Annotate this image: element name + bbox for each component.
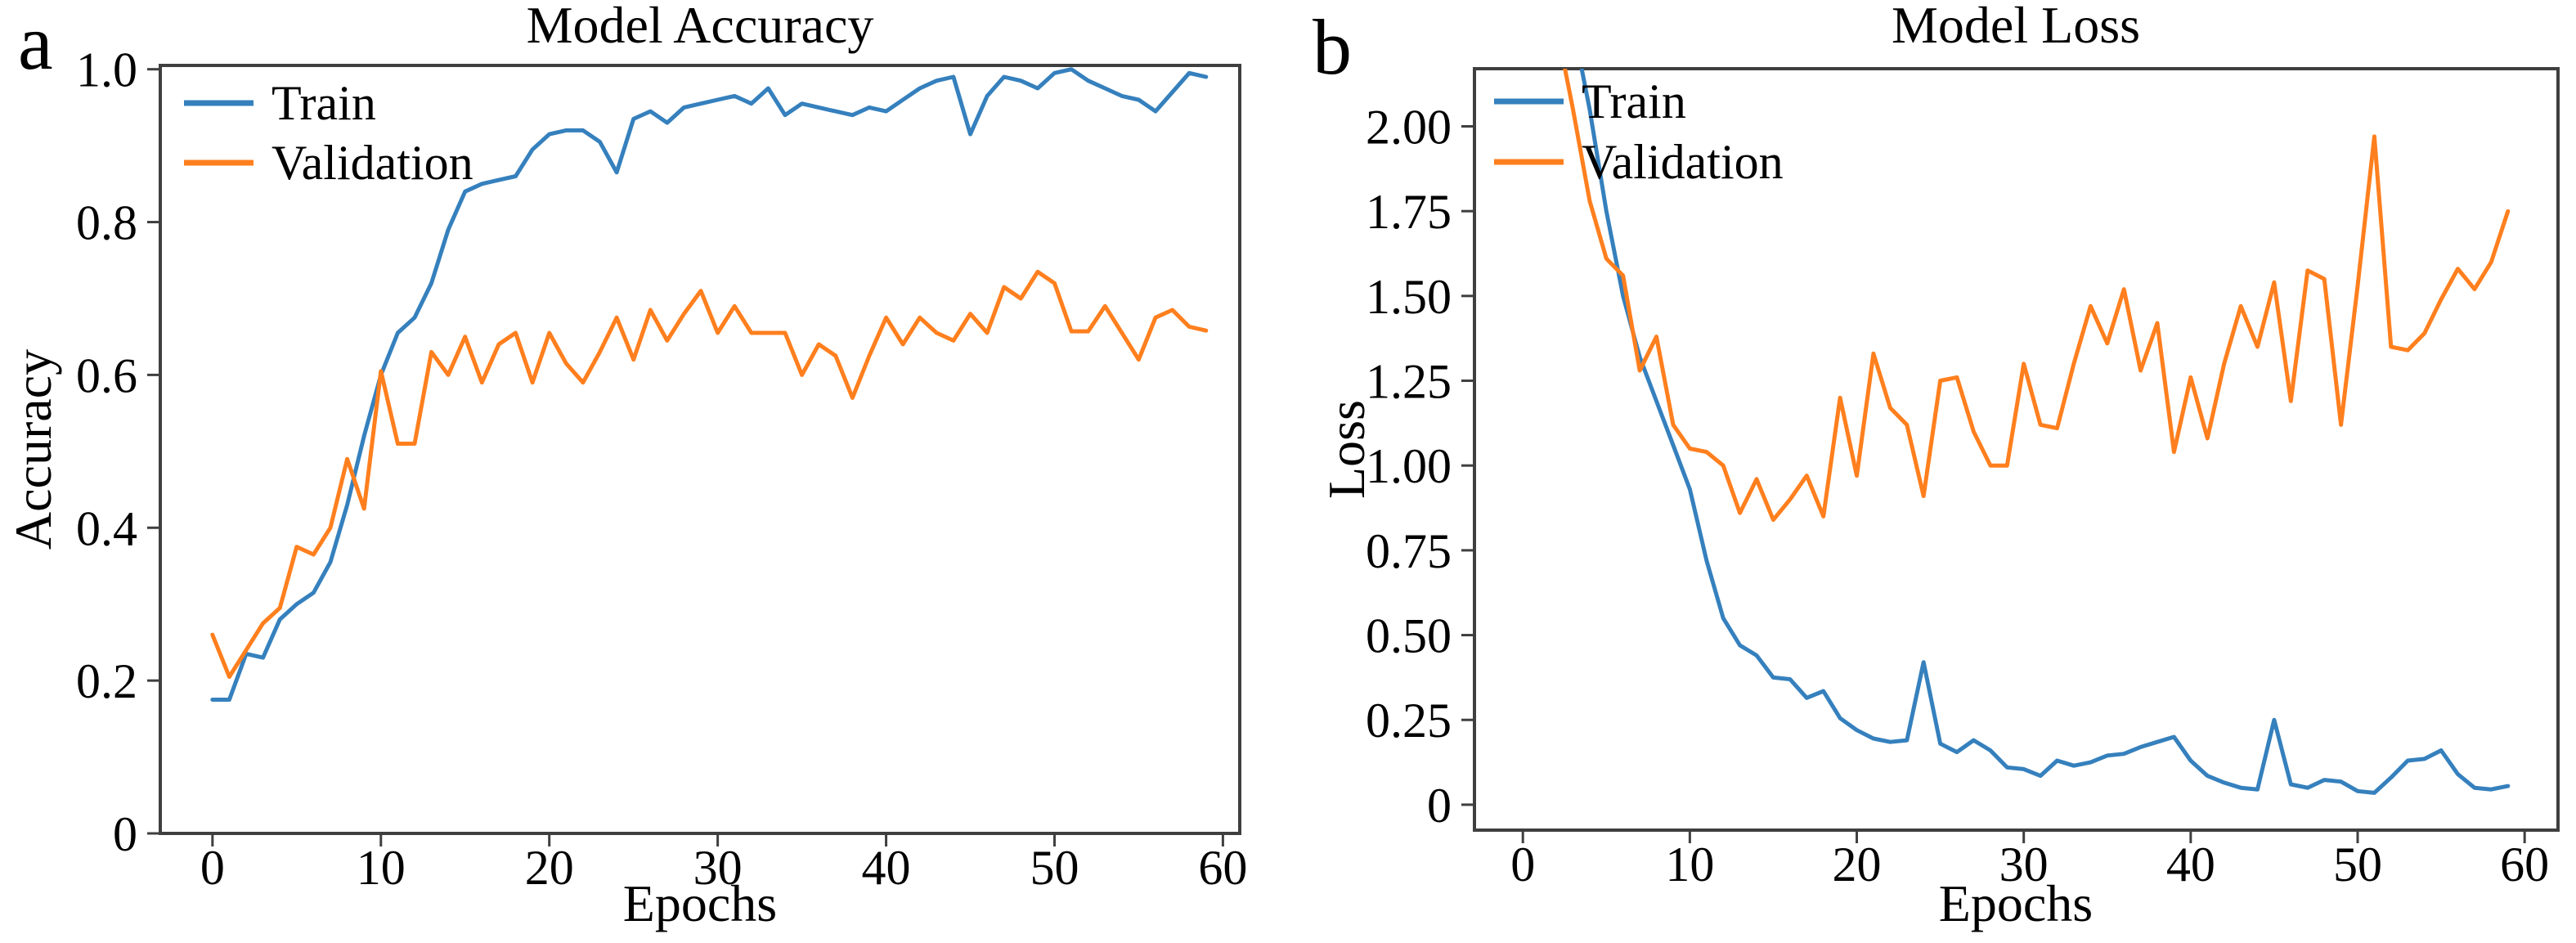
y-tick-label: 1.00 (1366, 439, 1452, 493)
legend-train-label: Train (1582, 74, 1686, 128)
chart-title: Model Accuracy (527, 0, 874, 54)
y-tick-label: 2.00 (1366, 100, 1452, 154)
y-tick-label: 0.50 (1366, 609, 1452, 663)
y-tick-label: 0.8 (76, 196, 137, 250)
plot-border (159, 64, 1241, 835)
y-tick-label: 0.6 (76, 348, 137, 402)
y-axis-label: Loss (1317, 400, 1376, 499)
validation-line (1563, 69, 2511, 523)
x-tick-label: 50 (2333, 837, 2382, 891)
x-tick-label: 40 (862, 841, 911, 895)
x-axis-label: Epochs (1939, 874, 2093, 932)
y-tick-label: 0.2 (76, 654, 137, 708)
y-tick-label: 0.75 (1366, 524, 1452, 578)
legend-validation-label: Validation (272, 136, 473, 190)
train-line (1579, 69, 2511, 795)
validation-line (210, 269, 1209, 679)
x-tick-label: 0 (1510, 837, 1535, 891)
x-tick-label: 30 (1999, 837, 2049, 891)
y-tick-label: 1.50 (1366, 270, 1452, 324)
legend-train-label: Train (272, 76, 376, 130)
x-tick-label: 0 (200, 841, 225, 895)
y-tick-label: 1.25 (1366, 355, 1452, 409)
x-tick-label: 40 (2166, 837, 2215, 891)
x-tick-label: 30 (693, 841, 743, 895)
chart-model-loss: 0 0.25 0.50 0.75 1.00 1.25 1.50 1.75 2.00 0 10 20 30… (1313, 0, 2560, 932)
x-tick-label: 20 (525, 841, 574, 895)
chart-model-accuracy: 0 0.2 0.4 0.6 0.8 1.0 0 10 20 30 40 50 60 Model Accur… (4, 0, 1247, 932)
panel-letter: b (1313, 3, 1352, 91)
x-tick-label: 20 (1833, 837, 1882, 891)
x-tick-label: 10 (1665, 837, 1714, 891)
panel-b: 0 0.25 0.50 0.75 1.00 1.25 1.50 1.75 2.00 0 10 20 30… (1288, 0, 2576, 943)
y-tick-label: 0.25 (1366, 694, 1452, 748)
x-axis-label: Epochs (623, 874, 777, 932)
plot-border (1473, 67, 2560, 832)
y-tick-label: 1.75 (1366, 185, 1452, 239)
y-tick-label: 0.4 (76, 501, 137, 555)
panel-a: 0 0.2 0.4 0.6 0.8 1.0 0 10 20 30 40 50 60 Model Accur… (4, 0, 1247, 932)
y-tick-label: 0 (113, 807, 137, 861)
panel-letter: a (18, 0, 53, 86)
y-tick-label: 1.0 (76, 43, 137, 97)
x-tick-label: 60 (2500, 837, 2549, 891)
x-tick-label: 10 (357, 841, 406, 895)
x-tick-label: 60 (1198, 841, 1247, 895)
x-tick-label: 50 (1030, 841, 1079, 895)
chart-title: Model Loss (1892, 0, 2140, 54)
y-tick-label: 0 (1427, 779, 1452, 833)
y-axis-label: Accuracy (4, 349, 62, 550)
legend-validation-label: Validation (1582, 135, 1784, 189)
